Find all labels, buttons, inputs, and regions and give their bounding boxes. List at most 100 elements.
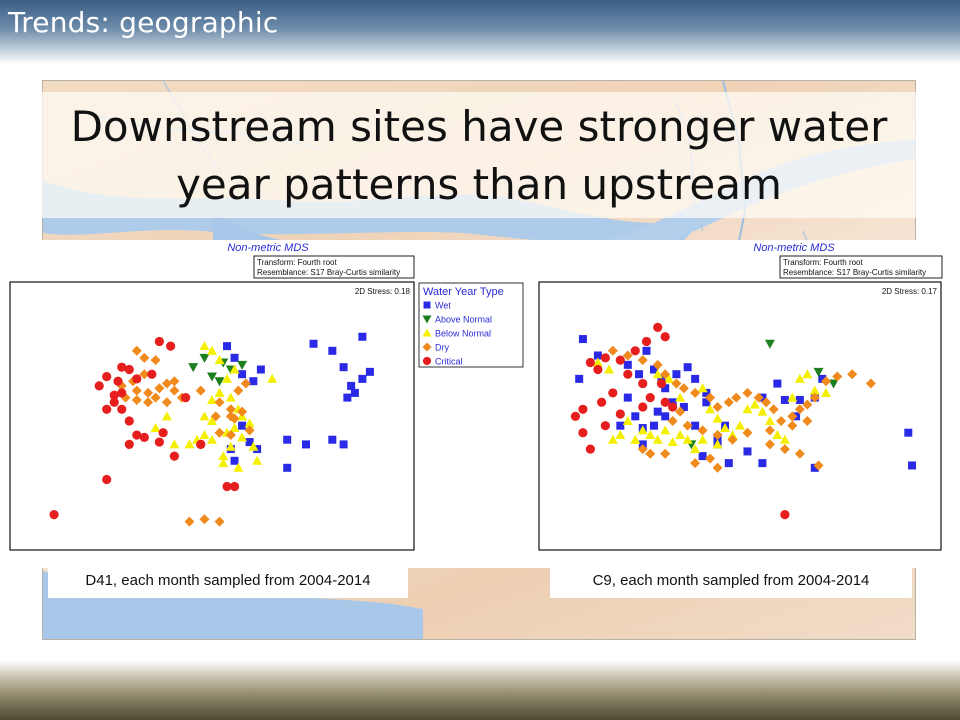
- d41-point-wet: [358, 332, 367, 341]
- d41-point-dry: [244, 425, 255, 436]
- c9-point-dry: [705, 392, 716, 403]
- c9-point-dry: [802, 399, 813, 410]
- c9-point-dry: [847, 369, 858, 380]
- c9-point-wet: [795, 395, 804, 404]
- c9-point-wet: [743, 447, 752, 456]
- c9-point-below-normal: [727, 430, 738, 440]
- c9-point-wet: [635, 370, 644, 379]
- d41-point-dry: [154, 383, 165, 394]
- c9-point-wet: [623, 393, 632, 402]
- slide-header: Trends: geographic: [8, 6, 279, 39]
- c9-point-below-normal: [592, 357, 603, 367]
- d41-point-dry: [169, 376, 180, 387]
- c9-point-wet: [672, 370, 681, 379]
- d41-point-dry: [139, 352, 150, 363]
- legend-label-below-normal: Below Normal: [435, 329, 491, 339]
- c9-point-below-normal: [645, 430, 656, 440]
- c9-point-below-normal: [652, 369, 663, 379]
- d41-point-below-normal: [233, 462, 244, 472]
- d41-point-below-normal: [218, 451, 229, 461]
- c9-point-wet: [818, 374, 827, 383]
- d41-point-critical: [139, 432, 149, 442]
- d41-point-critical: [132, 374, 142, 384]
- d41-point-below-normal: [229, 364, 240, 374]
- d41-point-below-normal: [248, 441, 259, 451]
- c9-point-dry: [832, 371, 843, 382]
- d41-point-wet: [328, 435, 337, 444]
- d41-point-wet: [328, 346, 337, 355]
- d41-point-wet: [339, 440, 348, 449]
- c9-point-wet: [691, 421, 700, 430]
- c9-point-dry: [645, 448, 656, 459]
- d41-resemblance-text: Resemblance: S17 Bray-Curtis similarity: [257, 268, 400, 277]
- c9-point-dry: [813, 460, 824, 471]
- d41-point-critical: [147, 369, 157, 379]
- legend-label-wet: Wet: [435, 301, 451, 311]
- d41-point-critical: [158, 428, 168, 438]
- legend-marker-below-normal: [422, 328, 432, 337]
- d41-point-below-normal: [169, 439, 180, 449]
- c9-info-box: [779, 255, 943, 279]
- slide-title: Downstream sites have stronger water yea…: [42, 98, 916, 214]
- c9-point-critical: [597, 397, 607, 407]
- c9-point-below-normal: [667, 437, 678, 447]
- d41-point-critical: [117, 404, 127, 414]
- c9-point-dry: [768, 404, 779, 415]
- c9-point-dry: [865, 378, 876, 389]
- c9-point-wet: [668, 398, 677, 407]
- d41-point-dry: [143, 387, 154, 398]
- c9-point-below-normal: [802, 369, 813, 379]
- c9-point-wet: [904, 428, 913, 437]
- c9-point-dry: [764, 425, 775, 436]
- d41-point-critical: [117, 388, 127, 398]
- d41-point-critical: [124, 364, 134, 375]
- legend-label-critical: Critical: [435, 357, 463, 367]
- d41-point-critical: [124, 416, 134, 426]
- d41-point-wet: [245, 438, 254, 447]
- c9-point-dry: [802, 416, 813, 426]
- c9-point-critical: [660, 332, 670, 342]
- d41-point-below-normal: [199, 341, 210, 351]
- c9-point-below-normal: [663, 373, 674, 383]
- d41-point-dry: [143, 397, 154, 408]
- c9-point-wet: [661, 384, 670, 393]
- c9-point-wet: [810, 463, 819, 472]
- c9-point-below-normal: [749, 399, 760, 409]
- c9-point-wet: [691, 374, 700, 383]
- d41-point-dry: [131, 385, 142, 396]
- c9-point-critical: [600, 353, 610, 363]
- c9-point-wet: [908, 461, 917, 470]
- legend-marker-above-normal: [422, 315, 432, 324]
- c9-point-wet: [724, 459, 733, 468]
- c9-point-dry: [764, 439, 775, 450]
- c9-point-dry: [776, 416, 787, 426]
- c9-point-below-normal: [779, 434, 790, 444]
- d41-transform-text: Transform: Fourth root: [257, 258, 338, 267]
- d41-point-below-normal: [161, 411, 172, 421]
- d41-point-below-normal: [225, 392, 236, 402]
- d41-point-wet: [230, 456, 239, 465]
- d41-point-dry: [225, 404, 236, 415]
- c9-point-dry: [794, 448, 805, 459]
- c9-point-dry: [712, 462, 723, 473]
- legend-marker-wet: [423, 301, 431, 309]
- c9-point-below-normal: [809, 385, 820, 395]
- d41-point-critical: [154, 336, 164, 347]
- c9-point-wet: [773, 379, 782, 388]
- d41-point-below-normal: [184, 439, 195, 449]
- c9-point-below-normal: [660, 425, 671, 435]
- c9-point-dry: [607, 345, 618, 356]
- c9-point-wet: [661, 412, 670, 421]
- c9-point-wet: [578, 335, 587, 344]
- c9-point-dry: [690, 458, 701, 469]
- d41-point-dry: [210, 411, 221, 422]
- d41-point-wet: [343, 393, 352, 402]
- c9-point-below-normal: [675, 430, 686, 440]
- d41-point-critical: [166, 341, 176, 351]
- d41-point-critical: [49, 510, 59, 520]
- d41-point-below-normal: [244, 418, 255, 428]
- c9-point-dry: [779, 444, 790, 455]
- c9-point-critical: [585, 357, 595, 368]
- d41-point-below-normal: [218, 458, 229, 468]
- d41-point-below-normal: [214, 355, 225, 365]
